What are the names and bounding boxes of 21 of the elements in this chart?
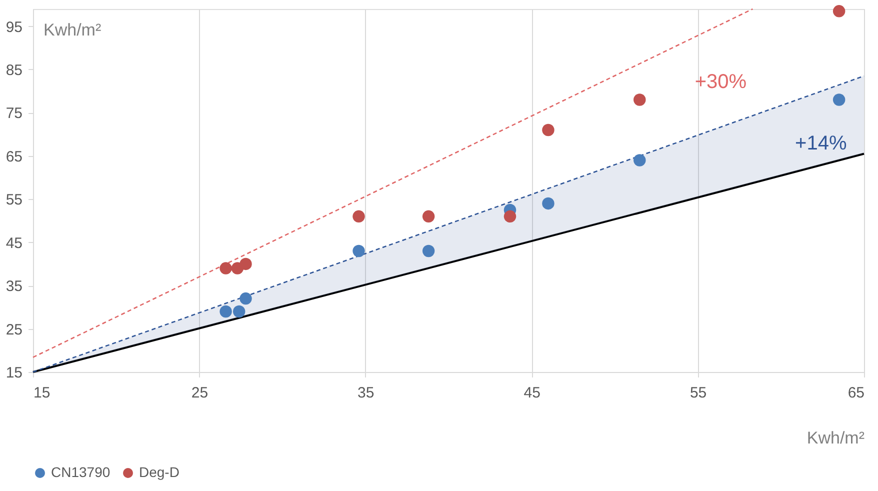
x-tick-label: 15 xyxy=(34,384,50,402)
y-tick-label: 25 xyxy=(6,321,22,338)
x-tick-label: 45 xyxy=(524,384,540,402)
y-tick-label: 75 xyxy=(6,105,22,122)
x-tick-label: 25 xyxy=(191,384,208,402)
y-tick-label: 85 xyxy=(6,62,22,79)
y-tick-label: 15 xyxy=(6,364,22,382)
y-tick-label: 65 xyxy=(6,148,22,166)
y-axis-title: Kwh/m² xyxy=(44,20,102,40)
x-tick-label: 55 xyxy=(690,384,707,402)
legend-label: Deg-D xyxy=(139,464,180,480)
y-tick-label: 45 xyxy=(6,234,22,252)
series-label: +14% xyxy=(795,132,847,155)
y-tick-label: 95 xyxy=(6,18,22,36)
series-label: +30% xyxy=(694,70,747,93)
x-tick-label: 35 xyxy=(358,384,374,402)
x-axis-title: Kwh/m² xyxy=(806,428,865,448)
y-tick-label: 55 xyxy=(6,192,22,209)
legend-label: CN13790 xyxy=(51,464,110,480)
y-tick-label: 35 xyxy=(6,278,22,296)
x-tick-label: 65 xyxy=(848,384,864,402)
